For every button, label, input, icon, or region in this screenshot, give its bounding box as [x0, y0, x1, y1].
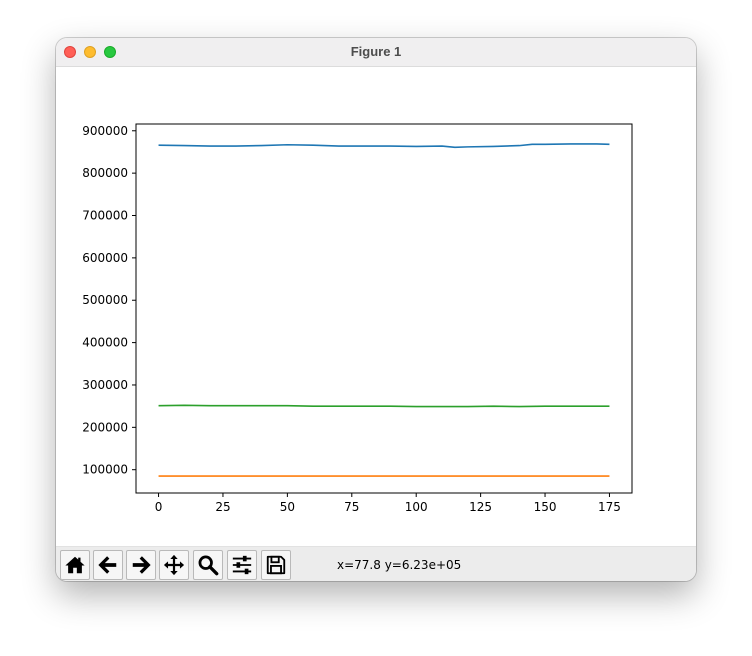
- x-tick-label: 125: [469, 500, 492, 514]
- save-button[interactable]: [261, 550, 291, 580]
- navigation-toolbar: x=77.8 y=6.23e+05: [56, 546, 696, 581]
- minimize-window-button[interactable]: [84, 46, 96, 58]
- plot-canvas[interactable]: 0 25 50 75 100 125 150 175 100000 200000 300000 400…: [56, 67, 696, 546]
- series-line-3: [158, 404, 610, 408]
- y-tick-label: 900000: [82, 124, 128, 138]
- x-tick-label: 75: [344, 500, 359, 514]
- y-tick-label: 700000: [82, 209, 128, 223]
- axes-frame: [135, 123, 633, 494]
- move-icon: [163, 554, 185, 576]
- x-tick-label: 100: [405, 500, 428, 514]
- y-tick-label: 600000: [82, 251, 128, 265]
- zoom-button[interactable]: [193, 550, 223, 580]
- arrow-left-icon: [98, 556, 117, 574]
- y-tick-label: 100000: [82, 463, 128, 477]
- magnifier-icon: [198, 555, 219, 576]
- close-window-button[interactable]: [64, 46, 76, 58]
- figure-window: Figure 1 0 25 50 75 100 125 150 175 100000 200000…: [56, 38, 696, 581]
- x-tick-label: 50: [280, 500, 295, 514]
- forward-button[interactable]: [126, 550, 156, 580]
- y-tick-label: 200000: [82, 420, 128, 434]
- cursor-coordinates: x=77.8 y=6.23e+05: [337, 558, 462, 572]
- title-bar: Figure 1: [56, 38, 696, 67]
- pan-button[interactable]: [159, 550, 189, 580]
- series-line-1: [158, 143, 610, 149]
- x-tick-label: 175: [598, 500, 621, 514]
- configure-subplots-button[interactable]: [227, 550, 257, 580]
- home-button[interactable]: [60, 550, 90, 580]
- y-tick-label: 300000: [82, 378, 128, 392]
- sliders-icon: [232, 555, 252, 575]
- floppy-disk-icon: [266, 555, 286, 575]
- back-button[interactable]: [93, 550, 123, 580]
- y-tick-label: 400000: [82, 336, 128, 350]
- y-tick-label: 500000: [82, 293, 128, 307]
- x-tick-label: 0: [155, 500, 163, 514]
- x-tick-label: 150: [534, 500, 557, 514]
- maximize-window-button[interactable]: [104, 46, 116, 58]
- y-tick-label: 800000: [82, 166, 128, 180]
- home-icon: [65, 556, 85, 574]
- tick-layer: 0 25 50 75 100 125 150 175 100000 200000 300000 400…: [82, 124, 621, 514]
- arrow-right-icon: [132, 556, 151, 574]
- series-layer: [158, 143, 610, 477]
- x-tick-label: 25: [215, 500, 230, 514]
- window-title: Figure 1: [350, 44, 402, 59]
